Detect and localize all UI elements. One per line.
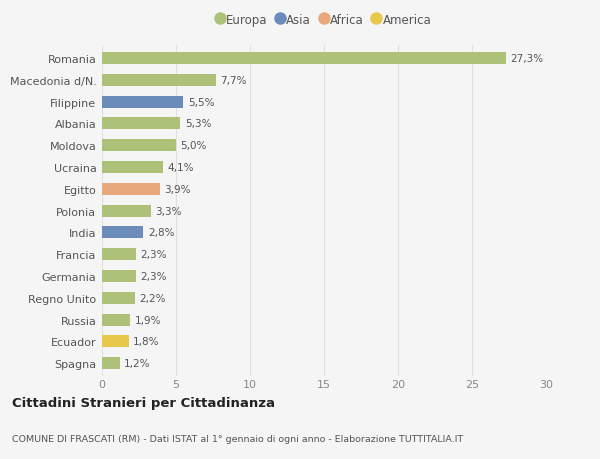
- Text: 2,3%: 2,3%: [140, 271, 167, 281]
- Bar: [102, 162, 163, 174]
- Text: 1,8%: 1,8%: [133, 336, 160, 347]
- Text: 2,8%: 2,8%: [148, 228, 175, 238]
- Bar: [102, 140, 176, 152]
- Text: 3,9%: 3,9%: [164, 185, 191, 195]
- Text: 5,3%: 5,3%: [185, 119, 211, 129]
- Bar: [102, 118, 181, 130]
- Bar: [102, 227, 143, 239]
- Bar: [102, 184, 160, 196]
- Text: 5,0%: 5,0%: [181, 141, 207, 151]
- Text: 27,3%: 27,3%: [511, 54, 544, 64]
- Text: 1,9%: 1,9%: [134, 315, 161, 325]
- Bar: [102, 53, 506, 65]
- Legend: Europa, Asia, Africa, America: Europa, Asia, Africa, America: [212, 9, 436, 31]
- Text: 4,1%: 4,1%: [167, 162, 194, 173]
- Text: 2,2%: 2,2%: [139, 293, 166, 303]
- Text: 2,3%: 2,3%: [140, 250, 167, 260]
- Text: 1,2%: 1,2%: [124, 358, 151, 368]
- Text: 7,7%: 7,7%: [220, 76, 247, 86]
- Bar: [102, 336, 128, 347]
- Text: 5,5%: 5,5%: [188, 97, 214, 107]
- Text: Cittadini Stranieri per Cittadinanza: Cittadini Stranieri per Cittadinanza: [12, 396, 275, 409]
- Bar: [102, 292, 134, 304]
- Bar: [102, 358, 120, 369]
- Bar: [102, 75, 216, 87]
- Bar: [102, 249, 136, 261]
- Bar: [102, 314, 130, 326]
- Bar: [102, 205, 151, 217]
- Bar: [102, 270, 136, 282]
- Text: COMUNE DI FRASCATI (RM) - Dati ISTAT al 1° gennaio di ogni anno - Elaborazione T: COMUNE DI FRASCATI (RM) - Dati ISTAT al …: [12, 434, 463, 442]
- Text: 3,3%: 3,3%: [155, 206, 182, 216]
- Bar: [102, 96, 184, 108]
